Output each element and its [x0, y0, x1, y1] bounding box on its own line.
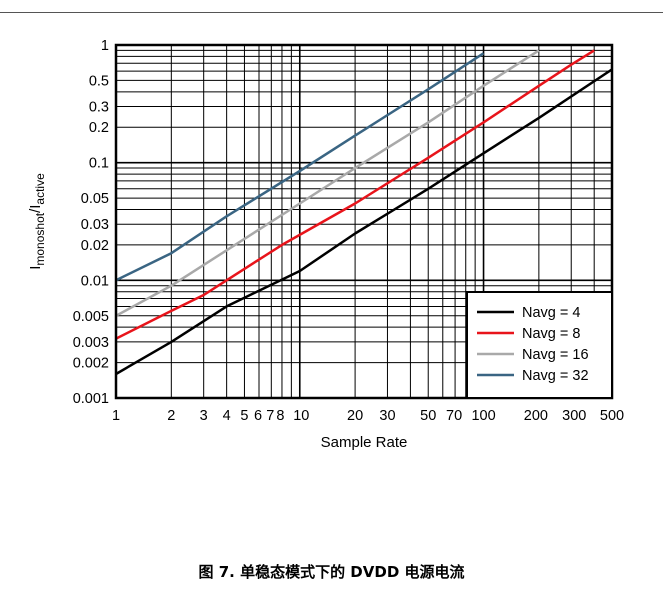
y-tick-label: 0.001 — [73, 391, 109, 407]
y-tick-label: 0.2 — [89, 120, 109, 136]
legend-label-3: Navg = 16 — [522, 347, 589, 363]
y-tick-label: 0.3 — [89, 100, 109, 116]
x-tick-label: 5 — [240, 408, 248, 424]
y-axis-label-slash: /I — [27, 205, 44, 213]
series-line-3 — [116, 49, 540, 317]
series-line-1 — [116, 68, 612, 376]
y-tick-label: 0.005 — [73, 309, 109, 325]
legend-box — [466, 291, 613, 399]
x-tick-label: 7 — [266, 408, 274, 424]
x-tick-label: 4 — [223, 408, 231, 424]
x-tick-label: 3 — [200, 408, 208, 424]
y-tick-label: 0.5 — [89, 73, 109, 89]
y-tick-label: 0.002 — [73, 356, 109, 372]
y-tick-label: 0.05 — [81, 191, 109, 207]
x-tick-label: 6 — [254, 408, 262, 424]
x-tick-label: 70 — [446, 408, 462, 424]
x-tick-label: 8 — [276, 408, 284, 424]
y-tick-label: 0.003 — [73, 335, 109, 351]
x-tick-label: 500 — [600, 408, 624, 424]
x-tick-label: 200 — [524, 408, 548, 424]
y-axis-label-sub1: monoshot — [33, 212, 47, 265]
y-axis-label: Imonoshot/Iactive — [27, 173, 47, 270]
y-tick-label: 0.01 — [81, 273, 109, 289]
x-tick-label: 50 — [420, 408, 436, 424]
legend-label-1: Navg = 4 — [522, 305, 580, 321]
x-tick-label: 1 — [112, 408, 120, 424]
x-tick-label: 30 — [379, 408, 395, 424]
x-tick-label: 2 — [167, 408, 175, 424]
y-tick-label: 0.1 — [89, 156, 109, 172]
series-lines — [116, 49, 612, 376]
y-axis-label-sub2: active — [33, 173, 47, 205]
x-tick-label: 300 — [562, 408, 586, 424]
x-tick-label: 10 — [293, 408, 309, 424]
x-axis-label: Sample Rate — [321, 434, 408, 451]
y-axis-label-main: I — [27, 266, 44, 270]
legend-label-4: Navg = 32 — [522, 368, 589, 384]
legend-label-2: Navg = 8 — [522, 326, 580, 342]
series-line-4 — [116, 52, 485, 282]
tick-labels: 1 2 3 4 5 6 7 8 10 20 30 50 70 100 200 300 500 0.001 0.002… — [73, 38, 624, 424]
figure-caption: 图 7. 单稳态模式下的 DVDD 电源电流 — [198, 563, 465, 581]
plot-frame — [114, 43, 614, 400]
legend: Navg = 4 Navg = 8 Navg = 16 Navg = 32 — [466, 291, 613, 399]
y-tick-label: 1 — [101, 38, 109, 54]
y-tick-label: 0.03 — [81, 217, 109, 233]
series-line-2 — [116, 49, 595, 340]
x-tick-label: 20 — [347, 408, 363, 424]
x-tick-label: 100 — [471, 408, 495, 424]
top-rule — [0, 12, 663, 13]
y-tick-label: 0.02 — [81, 238, 109, 254]
